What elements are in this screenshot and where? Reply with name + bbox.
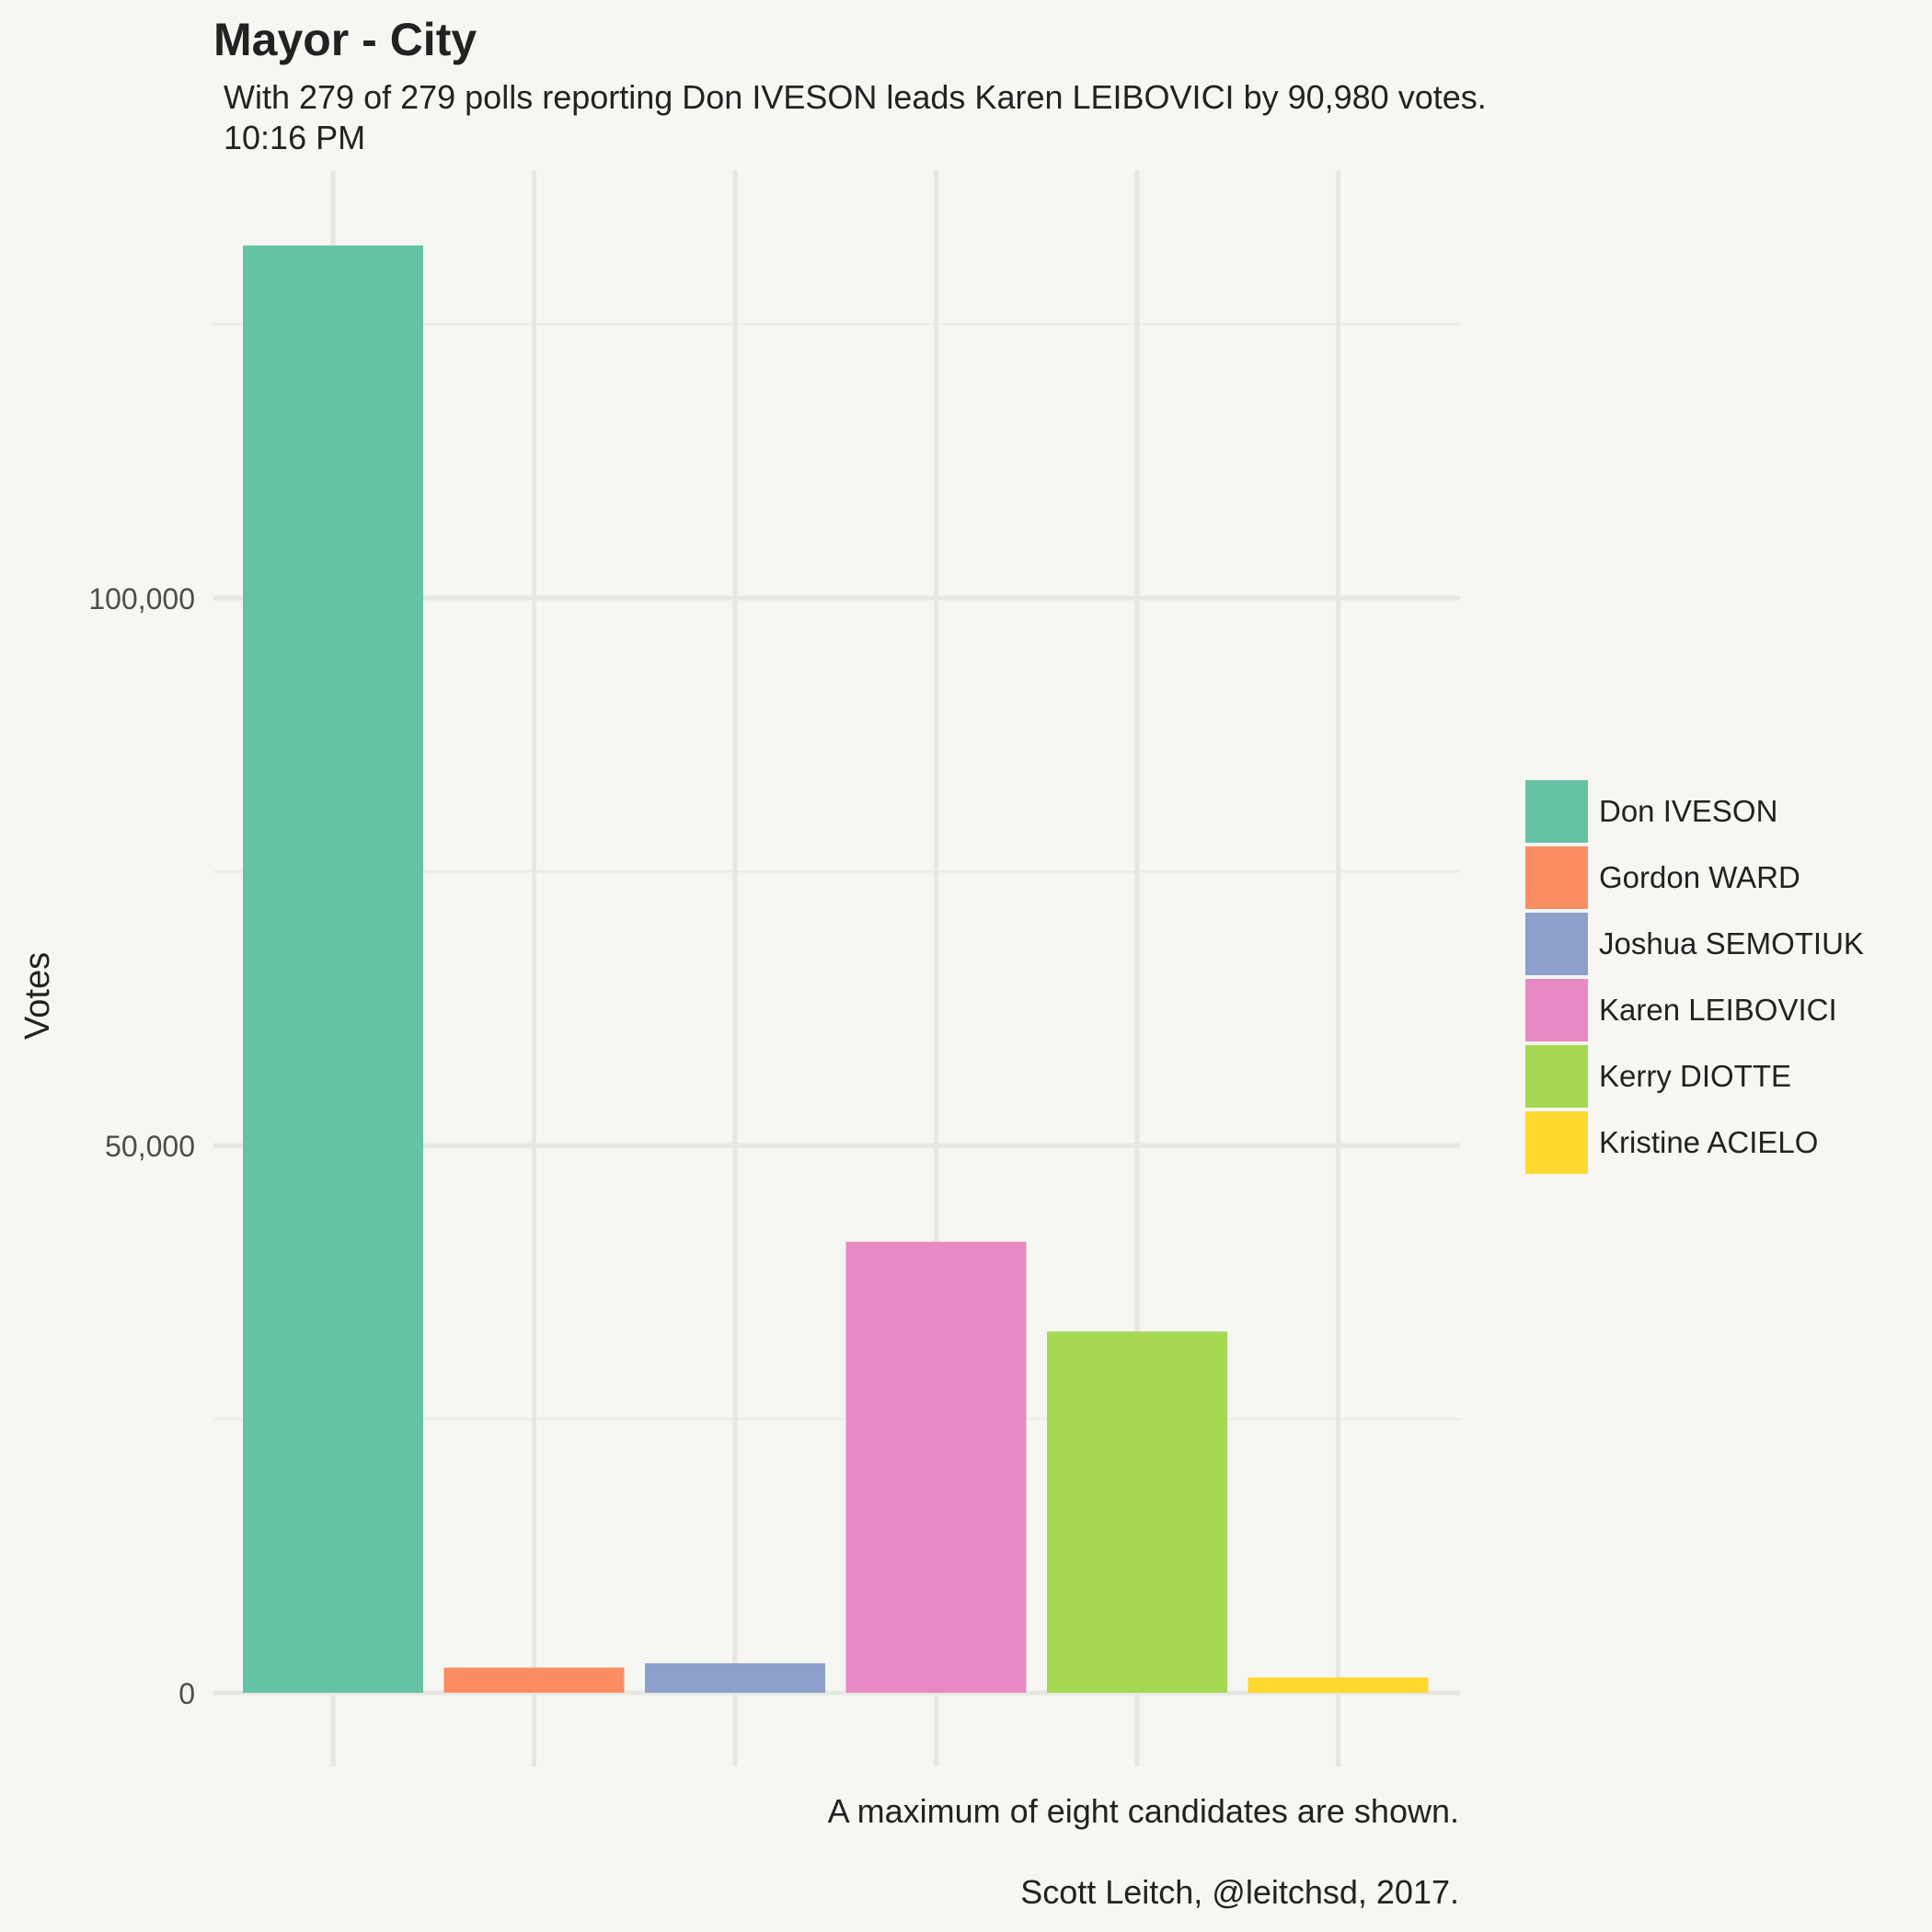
bar-kerry-diotte bbox=[1047, 1331, 1227, 1693]
y-tick-label: 50,000 bbox=[105, 1130, 195, 1163]
legend-item: Don IVESON bbox=[1525, 778, 1864, 845]
caption-note: A maximum of eight candidates are shown. bbox=[828, 1792, 1459, 1831]
legend-label: Karen LEIBOVICI bbox=[1599, 993, 1837, 1028]
legend-label: Don IVESON bbox=[1599, 794, 1777, 829]
caption-credit: Scott Leitch, @leitchsd, 2017. bbox=[1020, 1873, 1459, 1912]
legend-label: Gordon WARD bbox=[1599, 860, 1800, 895]
legend-item: Karen LEIBOVICI bbox=[1525, 977, 1864, 1043]
legend-label: Kerry DIOTTE bbox=[1599, 1059, 1791, 1094]
legend-item: Kerry DIOTTE bbox=[1525, 1043, 1864, 1110]
bar-kristine-acielo bbox=[1248, 1677, 1429, 1693]
legend-label: Joshua SEMOTIUK bbox=[1599, 926, 1864, 961]
legend: Don IVESON Gordon WARD Joshua SEMOTIUK Kare… bbox=[1525, 778, 1864, 1176]
legend-label: Kristine ACIELO bbox=[1599, 1125, 1818, 1160]
y-tick-label: 100,000 bbox=[88, 582, 195, 615]
legend-swatch bbox=[1525, 979, 1588, 1041]
bar-joshua-semotiuk bbox=[645, 1663, 825, 1693]
legend-swatch bbox=[1525, 1111, 1588, 1174]
y-tick-label: 0 bbox=[178, 1677, 195, 1710]
legend-item: Kristine ACIELO bbox=[1525, 1110, 1864, 1176]
legend-swatch bbox=[1525, 846, 1588, 909]
legend-item: Joshua SEMOTIUK bbox=[1525, 911, 1864, 977]
bar-karen-leibovici bbox=[846, 1242, 1027, 1693]
bar-gordon-ward bbox=[444, 1668, 625, 1693]
legend-swatch bbox=[1525, 913, 1588, 975]
legend-swatch bbox=[1525, 1045, 1588, 1108]
legend-item: Gordon WARD bbox=[1525, 845, 1864, 911]
legend-swatch bbox=[1525, 780, 1588, 843]
bar-don-iveson bbox=[243, 246, 423, 1693]
